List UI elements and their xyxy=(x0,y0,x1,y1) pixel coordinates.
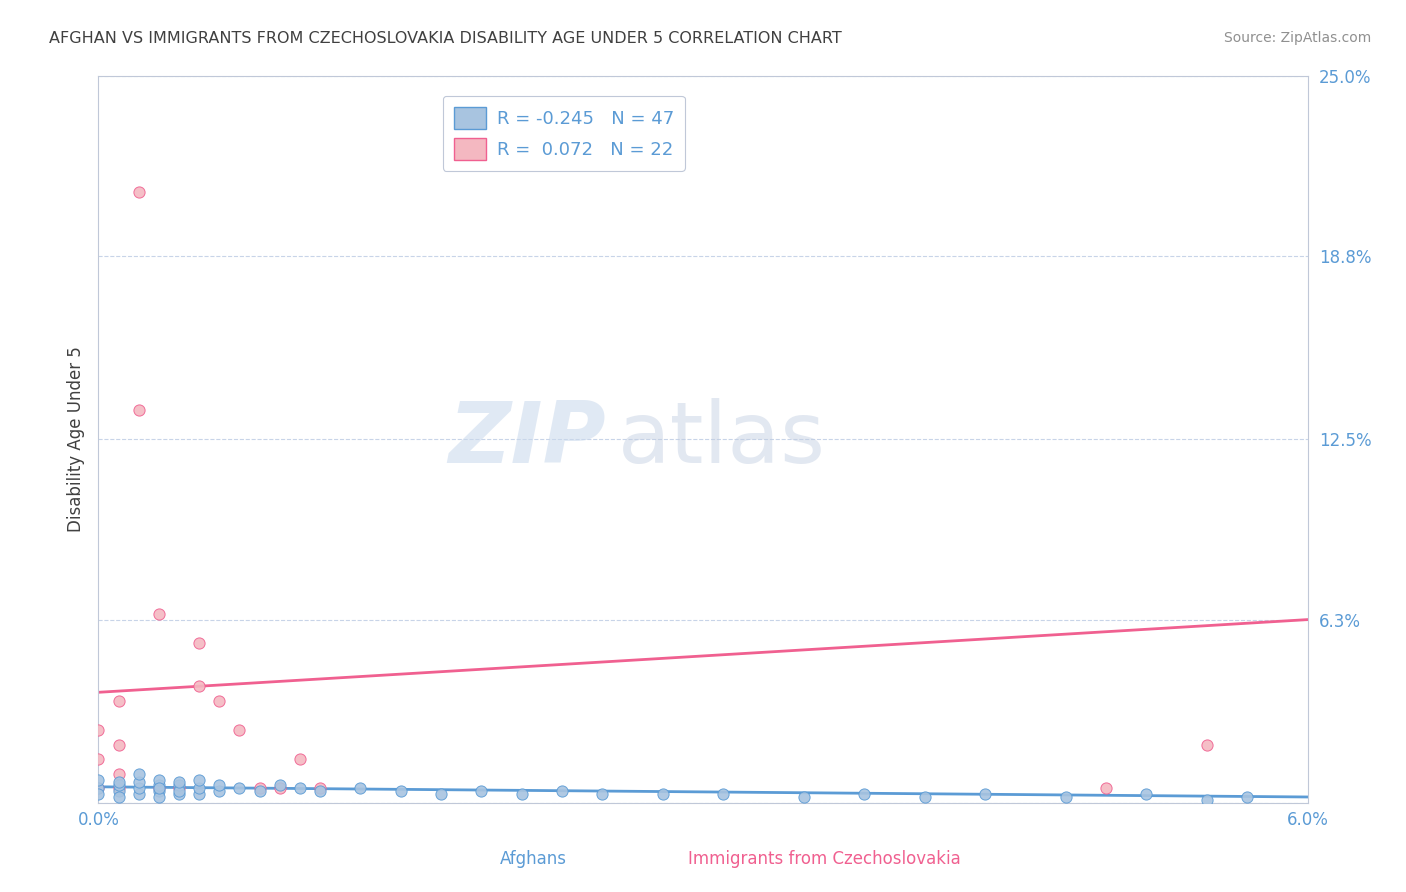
Point xyxy=(167,778,190,792)
Point xyxy=(128,781,150,796)
Point xyxy=(269,781,291,796)
Point xyxy=(167,781,190,796)
Point xyxy=(853,787,876,801)
Point xyxy=(87,781,110,796)
Point xyxy=(288,781,311,796)
Legend: R = -0.245   N = 47, R =  0.072   N = 22: R = -0.245 N = 47, R = 0.072 N = 22 xyxy=(443,95,685,170)
Point xyxy=(591,787,613,801)
Point xyxy=(208,778,231,792)
Point xyxy=(128,403,150,417)
Point xyxy=(711,787,734,801)
Point xyxy=(1195,738,1218,752)
Point xyxy=(107,738,129,752)
Point xyxy=(188,787,211,801)
Point xyxy=(128,775,150,789)
Point xyxy=(793,789,815,804)
Point xyxy=(389,784,412,798)
Point xyxy=(188,781,211,796)
Point xyxy=(167,787,190,801)
Point xyxy=(128,185,150,199)
Text: ZIP: ZIP xyxy=(449,398,606,481)
Point xyxy=(651,787,673,801)
Point xyxy=(288,752,311,766)
Point xyxy=(309,784,332,798)
Point xyxy=(167,784,190,798)
Point xyxy=(107,766,129,780)
Point xyxy=(107,781,129,796)
Point xyxy=(188,636,211,650)
Y-axis label: Disability Age Under 5: Disability Age Under 5 xyxy=(66,346,84,533)
Point xyxy=(128,787,150,801)
Point xyxy=(1195,793,1218,807)
Point xyxy=(430,787,453,801)
Point xyxy=(87,781,110,796)
Point xyxy=(470,784,492,798)
Text: AFGHAN VS IMMIGRANTS FROM CZECHOSLOVAKIA DISABILITY AGE UNDER 5 CORRELATION CHAR: AFGHAN VS IMMIGRANTS FROM CZECHOSLOVAKIA… xyxy=(49,31,842,46)
Point xyxy=(188,772,211,787)
Point xyxy=(148,789,170,804)
Point xyxy=(208,694,231,708)
Point xyxy=(107,694,129,708)
Point xyxy=(228,723,250,737)
Point xyxy=(148,781,170,796)
Point xyxy=(148,781,170,796)
Point xyxy=(1054,789,1077,804)
Point xyxy=(148,772,170,787)
Point xyxy=(551,784,574,798)
Point xyxy=(1135,787,1157,801)
Point xyxy=(974,787,997,801)
Point xyxy=(148,784,170,798)
Point xyxy=(188,680,211,694)
Text: Afghans: Afghans xyxy=(501,850,567,868)
Point xyxy=(167,775,190,789)
Point xyxy=(1095,781,1118,796)
Point xyxy=(309,781,332,796)
Point xyxy=(107,784,129,798)
Point xyxy=(914,789,936,804)
Point xyxy=(148,607,170,621)
Point xyxy=(107,775,129,789)
Point xyxy=(107,778,129,792)
Point xyxy=(107,789,129,804)
Point xyxy=(249,781,271,796)
Point xyxy=(208,784,231,798)
Point xyxy=(1236,789,1258,804)
Point xyxy=(349,781,371,796)
Point xyxy=(87,723,110,737)
Point xyxy=(148,778,170,792)
Text: Immigrants from Czechoslovakia: Immigrants from Czechoslovakia xyxy=(688,850,960,868)
Text: Source: ZipAtlas.com: Source: ZipAtlas.com xyxy=(1223,31,1371,45)
Point xyxy=(510,787,533,801)
Point xyxy=(269,778,291,792)
Point xyxy=(249,784,271,798)
Point xyxy=(128,766,150,780)
Point xyxy=(228,781,250,796)
Point xyxy=(87,787,110,801)
Point xyxy=(87,772,110,787)
Point xyxy=(87,752,110,766)
Text: atlas: atlas xyxy=(619,398,827,481)
